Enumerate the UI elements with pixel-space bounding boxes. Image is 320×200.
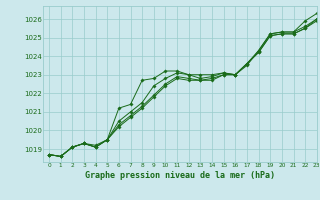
X-axis label: Graphe pression niveau de la mer (hPa): Graphe pression niveau de la mer (hPa) (85, 171, 275, 180)
